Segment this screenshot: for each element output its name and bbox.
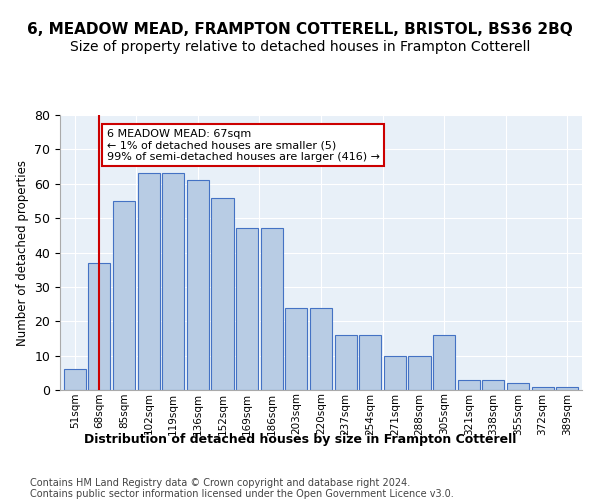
Bar [384, 356, 406, 390]
Bar [113, 201, 135, 390]
Bar [137, 174, 160, 390]
Text: 271sqm: 271sqm [390, 392, 400, 434]
Bar [236, 228, 258, 390]
Text: 85sqm: 85sqm [119, 392, 129, 428]
Bar [458, 380, 480, 390]
Text: 254sqm: 254sqm [365, 392, 375, 434]
Bar [556, 386, 578, 390]
Bar [310, 308, 332, 390]
Text: 6 MEADOW MEAD: 67sqm
← 1% of detached houses are smaller (5)
99% of semi-detache: 6 MEADOW MEAD: 67sqm ← 1% of detached ho… [107, 128, 380, 162]
Bar [482, 380, 505, 390]
Bar [285, 308, 307, 390]
Y-axis label: Number of detached properties: Number of detached properties [16, 160, 29, 346]
Text: 169sqm: 169sqm [242, 392, 252, 434]
Text: 6, MEADOW MEAD, FRAMPTON COTTERELL, BRISTOL, BS36 2BQ: 6, MEADOW MEAD, FRAMPTON COTTERELL, BRIS… [27, 22, 573, 38]
Bar [211, 198, 233, 390]
Text: 51sqm: 51sqm [70, 392, 80, 428]
Bar [260, 228, 283, 390]
Text: Contains HM Land Registry data © Crown copyright and database right 2024.
Contai: Contains HM Land Registry data © Crown c… [30, 478, 454, 499]
Bar [409, 356, 431, 390]
Text: 68sqm: 68sqm [94, 392, 104, 428]
Text: 288sqm: 288sqm [415, 392, 424, 434]
Text: Size of property relative to detached houses in Frampton Cotterell: Size of property relative to detached ho… [70, 40, 530, 54]
Text: 372sqm: 372sqm [538, 392, 548, 434]
Bar [88, 263, 110, 390]
Text: 220sqm: 220sqm [316, 392, 326, 434]
Bar [433, 335, 455, 390]
Bar [64, 370, 86, 390]
Text: 338sqm: 338sqm [488, 392, 499, 434]
Text: 389sqm: 389sqm [562, 392, 572, 434]
Text: 102sqm: 102sqm [143, 392, 154, 434]
Text: 152sqm: 152sqm [218, 392, 227, 434]
Bar [335, 335, 357, 390]
Text: 136sqm: 136sqm [193, 392, 203, 434]
Text: 355sqm: 355sqm [513, 392, 523, 434]
Text: 119sqm: 119sqm [168, 392, 178, 434]
Text: 321sqm: 321sqm [464, 392, 474, 434]
Text: Distribution of detached houses by size in Frampton Cotterell: Distribution of detached houses by size … [84, 432, 516, 446]
Text: 237sqm: 237sqm [341, 392, 350, 434]
Bar [162, 174, 184, 390]
Text: 305sqm: 305sqm [439, 392, 449, 434]
Bar [187, 180, 209, 390]
Bar [532, 386, 554, 390]
Text: 203sqm: 203sqm [292, 392, 301, 434]
Text: 186sqm: 186sqm [267, 392, 277, 434]
Bar [507, 383, 529, 390]
Bar [359, 335, 382, 390]
